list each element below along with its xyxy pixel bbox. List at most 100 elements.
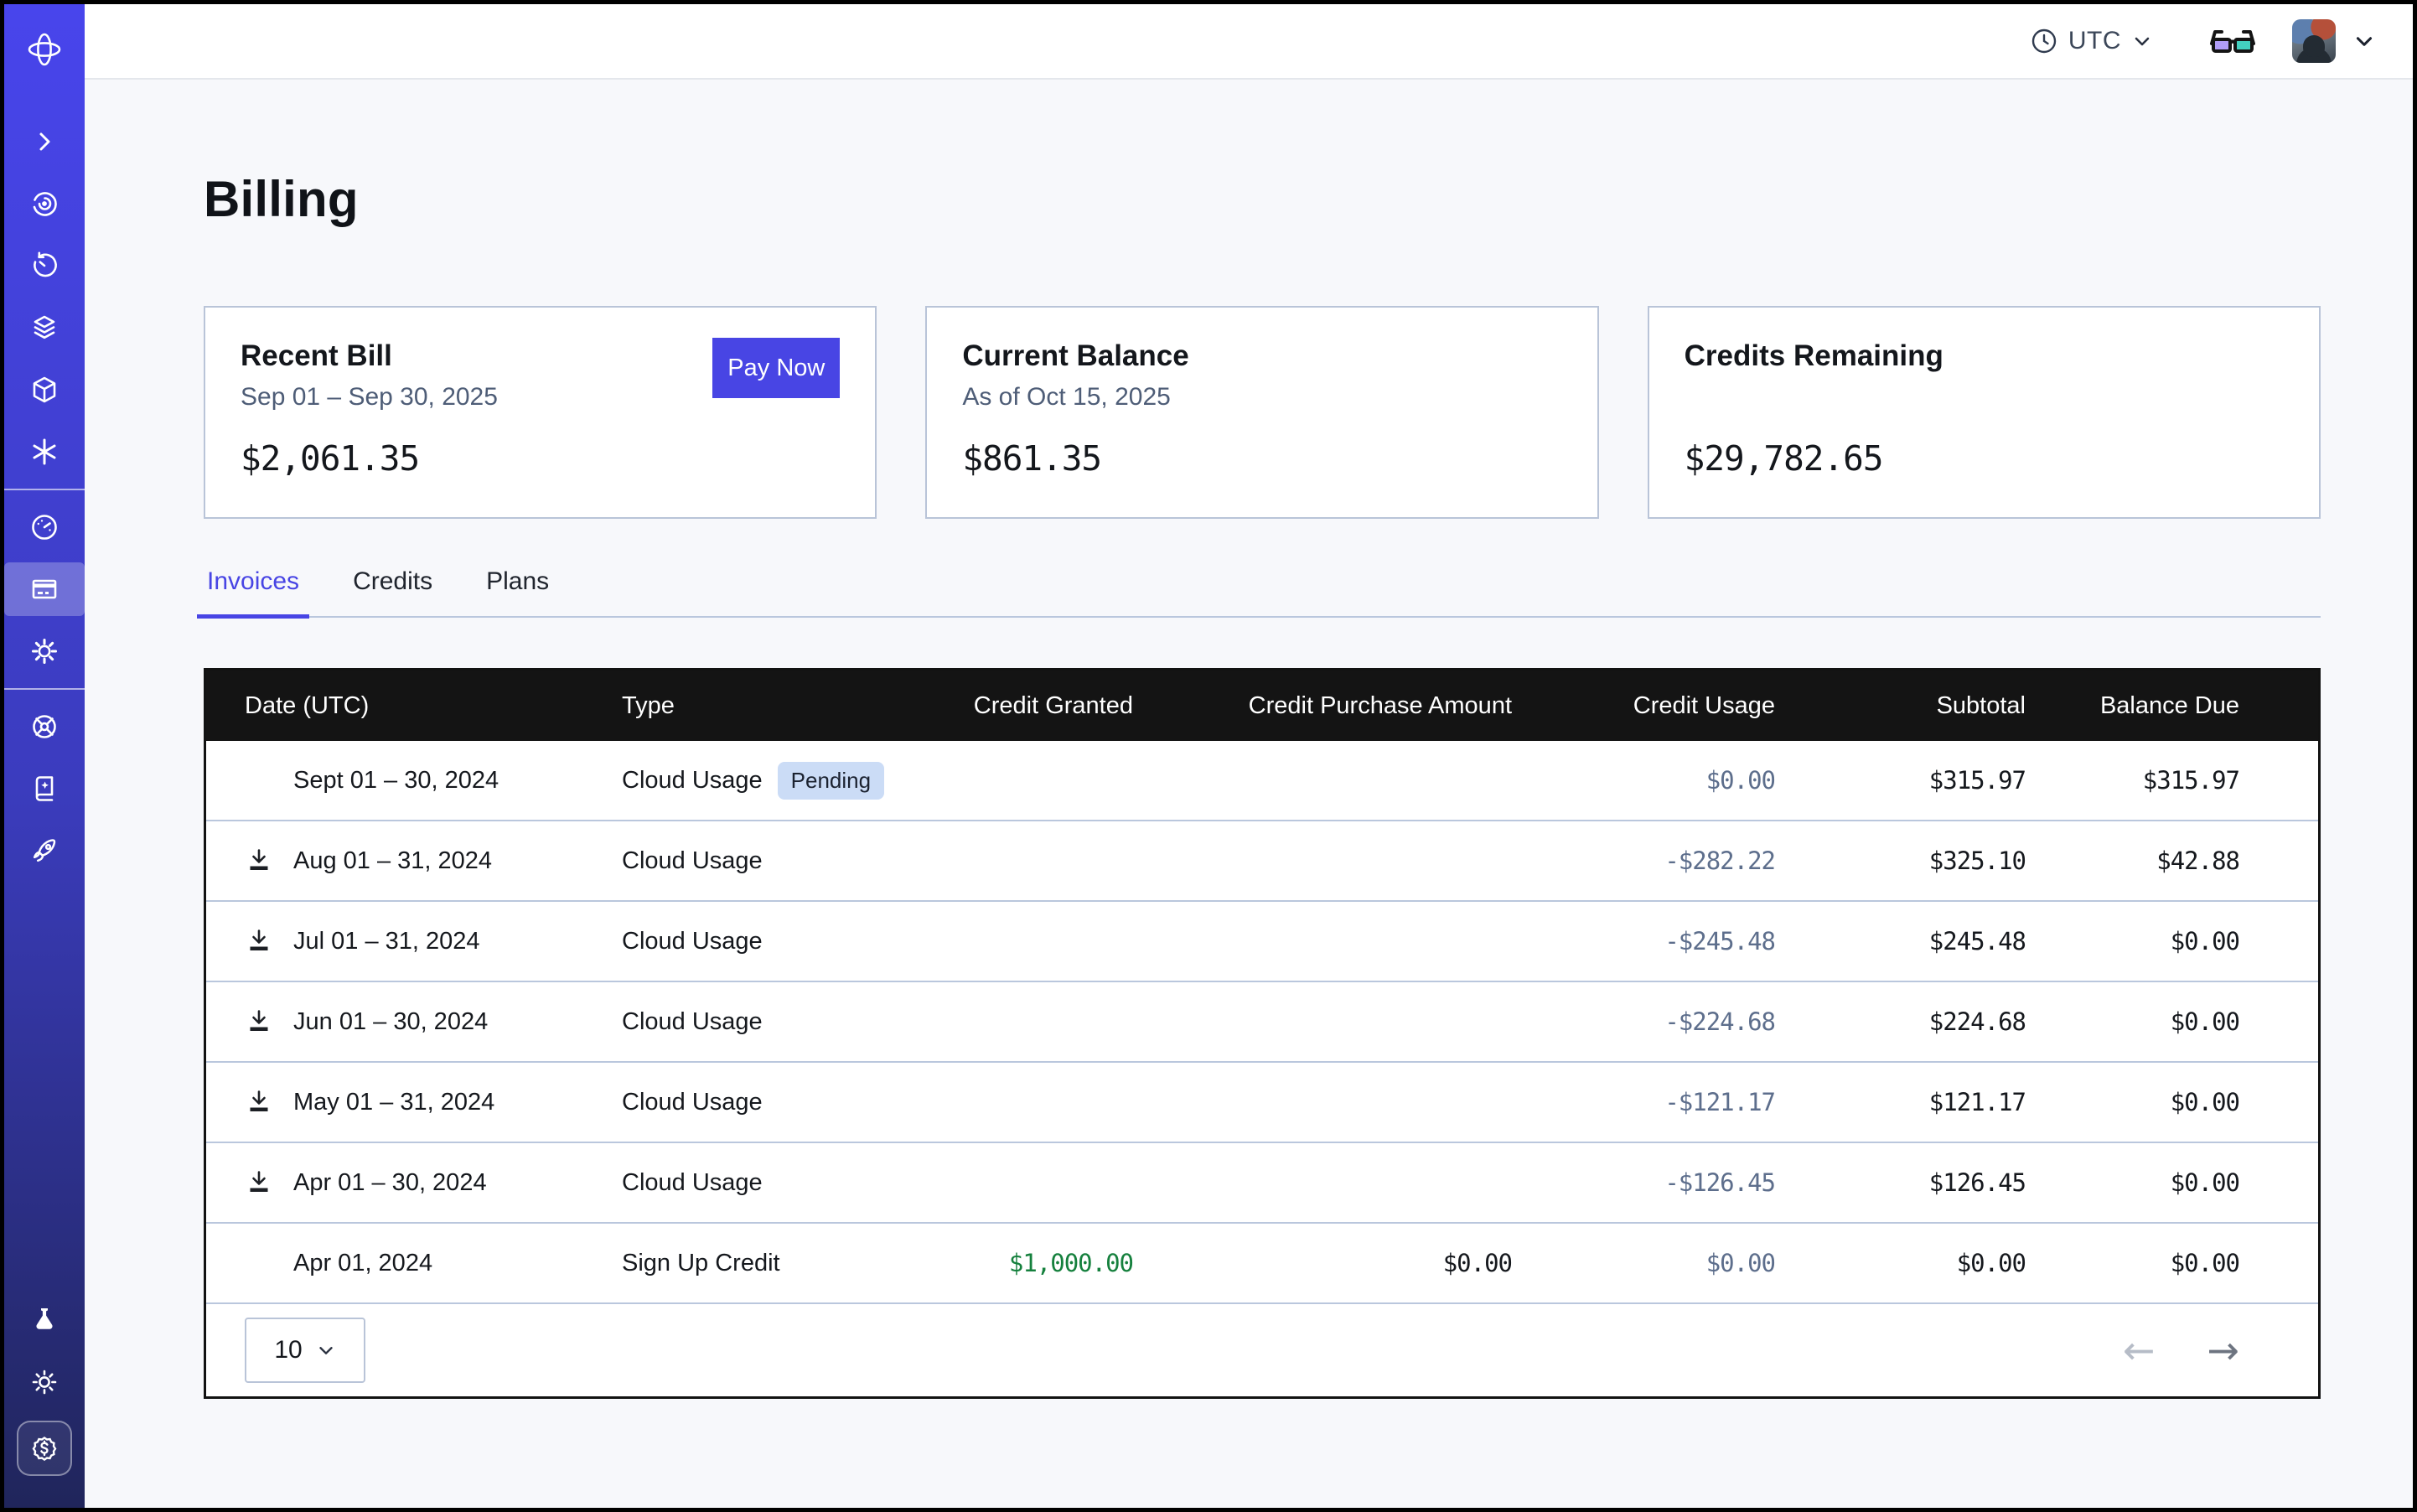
subtotal: $245.48 xyxy=(1775,927,2026,955)
balance-due: $0.00 xyxy=(2026,1249,2318,1277)
table-row: Jun 01 – 30, 2024 Cloud Usage -$224.68 $… xyxy=(206,982,2318,1063)
balance-due: $315.97 xyxy=(2026,766,2318,795)
invoice-type: Cloud Usage xyxy=(622,1008,763,1036)
prev-page-button[interactable]: ← xyxy=(2123,1331,2156,1370)
credit-usage: -$282.22 xyxy=(1512,847,1775,875)
subtotal: $126.45 xyxy=(1775,1168,2026,1197)
next-page-button[interactable]: → xyxy=(2207,1331,2239,1370)
card-title: Credits Remaining xyxy=(1685,339,2284,373)
balance-due: $0.00 xyxy=(2026,1007,2318,1036)
table-row: May 01 – 31, 2024 Cloud Usage -$121.17 $… xyxy=(206,1063,2318,1143)
sidebar-divider xyxy=(4,688,85,690)
balance-due: $0.00 xyxy=(2026,927,2318,955)
current-balance-amount: $861.35 xyxy=(962,438,1561,479)
support-wheel-icon[interactable] xyxy=(4,700,85,753)
labs-flask-icon[interactable] xyxy=(4,1293,85,1347)
avatar[interactable] xyxy=(2292,19,2336,63)
credit-usage: $0.00 xyxy=(1512,766,1775,795)
balance-due: $0.00 xyxy=(2026,1168,2318,1197)
recent-bill-amount: $2,061.35 xyxy=(241,438,840,479)
theme-sun-icon[interactable] xyxy=(4,1355,85,1409)
invoice-type: Cloud Usage xyxy=(622,847,763,875)
pager: ← → xyxy=(2123,1331,2280,1370)
glasses-icon xyxy=(2208,25,2257,57)
subtotal: $325.10 xyxy=(1775,847,2026,875)
account-menu-button[interactable] xyxy=(2352,29,2376,53)
invoice-date: May 01 – 31, 2024 xyxy=(293,1089,494,1116)
recent-bill-card: Recent Bill Sep 01 – Sep 30, 2025 $2,061… xyxy=(204,306,877,519)
table-row: Apr 01 – 30, 2024 Cloud Usage -$126.45 $… xyxy=(206,1143,2318,1224)
chevron-down-icon xyxy=(2352,29,2376,53)
timezone-selector[interactable]: UTC xyxy=(2030,27,2153,55)
col-type: Type xyxy=(622,692,924,720)
asterisk-icon[interactable] xyxy=(4,425,85,479)
col-balance-due: Balance Due xyxy=(2026,692,2318,720)
credit-usage: -$121.17 xyxy=(1512,1088,1775,1116)
status-badge: Pending xyxy=(778,762,884,800)
tab-plans[interactable]: Plans xyxy=(483,567,552,616)
balance-due: $42.88 xyxy=(2026,847,2318,875)
logo-star-icon[interactable] xyxy=(4,23,85,76)
invoice-date: Jul 01 – 31, 2024 xyxy=(293,928,480,955)
current-balance-card: Current Balance As of Oct 15, 2025 $861.… xyxy=(925,306,1598,519)
chevron-down-icon xyxy=(2131,30,2153,52)
invoice-date: Apr 01, 2024 xyxy=(293,1250,432,1277)
tab-invoices[interactable]: Invoices xyxy=(204,567,303,616)
invoices-table: Date (UTC) Type Credit Granted Credit Pu… xyxy=(204,668,2321,1399)
credits-remaining-amount: $29,782.65 xyxy=(1685,438,2284,479)
timezone-label: UTC xyxy=(2068,27,2121,55)
quickstart-rocket-icon[interactable] xyxy=(4,824,85,878)
card-title: Current Balance xyxy=(962,339,1561,373)
table-row: Aug 01 – 31, 2024 Cloud Usage -$282.22 $… xyxy=(206,821,2318,902)
credit-usage: -$126.45 xyxy=(1512,1168,1775,1197)
view-mode-button[interactable] xyxy=(2208,25,2257,57)
page-size-select[interactable]: 10 xyxy=(245,1318,365,1383)
docs-book-icon[interactable] xyxy=(4,762,85,816)
download-invoice-icon[interactable] xyxy=(245,1007,273,1036)
credit-usage: -$224.68 xyxy=(1512,1007,1775,1036)
credits-remaining-card: Credits Remaining $29,782.65 xyxy=(1648,306,2321,519)
usage-gauge-icon[interactable] xyxy=(4,500,85,554)
table-footer: 10 ← → xyxy=(206,1304,2318,1396)
layers-icon[interactable] xyxy=(4,301,85,355)
clock-icon xyxy=(2030,27,2058,55)
download-invoice-icon[interactable] xyxy=(245,1168,273,1197)
table-row: Sept 01 – 30, 2024 Cloud UsagePending $0… xyxy=(206,741,2318,821)
billing-tabs: Invoices Credits Plans xyxy=(204,567,2321,618)
observe-spiral-icon[interactable] xyxy=(4,177,85,230)
main-content: Billing Recent Bill Sep 01 – Sep 30, 202… xyxy=(85,80,2413,1508)
credit-purchase: $0.00 xyxy=(1133,1249,1512,1277)
invoice-date: Aug 01 – 31, 2024 xyxy=(293,847,492,875)
tab-credits[interactable]: Credits xyxy=(349,567,436,616)
table-header: Date (UTC) Type Credit Granted Credit Pu… xyxy=(206,671,2318,741)
credit-usage: -$245.48 xyxy=(1512,927,1775,955)
subtotal: $121.17 xyxy=(1775,1088,2026,1116)
sidebar-divider xyxy=(4,489,85,490)
download-invoice-icon[interactable] xyxy=(245,1088,273,1116)
subtotal: $224.68 xyxy=(1775,1007,2026,1036)
summary-cards: Recent Bill Sep 01 – Sep 30, 2025 $2,061… xyxy=(204,306,2321,519)
invoice-type: Sign Up Credit xyxy=(622,1250,780,1277)
page-title: Billing xyxy=(204,167,2321,232)
table-row: Apr 01, 2024 Sign Up Credit $1,000.00 $0… xyxy=(206,1224,2318,1304)
credits-dollar-button[interactable] xyxy=(17,1421,72,1476)
invoice-type: Cloud Usage xyxy=(622,1169,763,1197)
download-invoice-icon[interactable] xyxy=(245,927,273,955)
download-invoice-icon[interactable] xyxy=(245,847,273,875)
table-row: Jul 01 – 31, 2024 Cloud Usage -$245.48 $… xyxy=(206,902,2318,982)
col-date: Date (UTC) xyxy=(206,692,622,720)
settings-gear-icon[interactable] xyxy=(4,624,85,678)
invoice-type: Cloud Usage xyxy=(622,1089,763,1116)
invoice-type: Cloud Usage xyxy=(622,767,763,795)
pay-now-button[interactable]: Pay Now xyxy=(712,338,840,398)
topbar: UTC xyxy=(85,4,2413,80)
billing-card-icon[interactable] xyxy=(4,562,85,616)
app-window: UTC Billi xyxy=(0,0,2417,1512)
subtotal: $315.97 xyxy=(1775,766,2026,795)
history-timer-icon[interactable] xyxy=(4,239,85,293)
balance-due: $0.00 xyxy=(2026,1088,2318,1116)
expand-chevron-icon[interactable] xyxy=(4,115,85,168)
page-size-value: 10 xyxy=(274,1336,302,1364)
col-credit-usage: Credit Usage xyxy=(1512,692,1775,720)
cube-icon[interactable] xyxy=(4,363,85,417)
